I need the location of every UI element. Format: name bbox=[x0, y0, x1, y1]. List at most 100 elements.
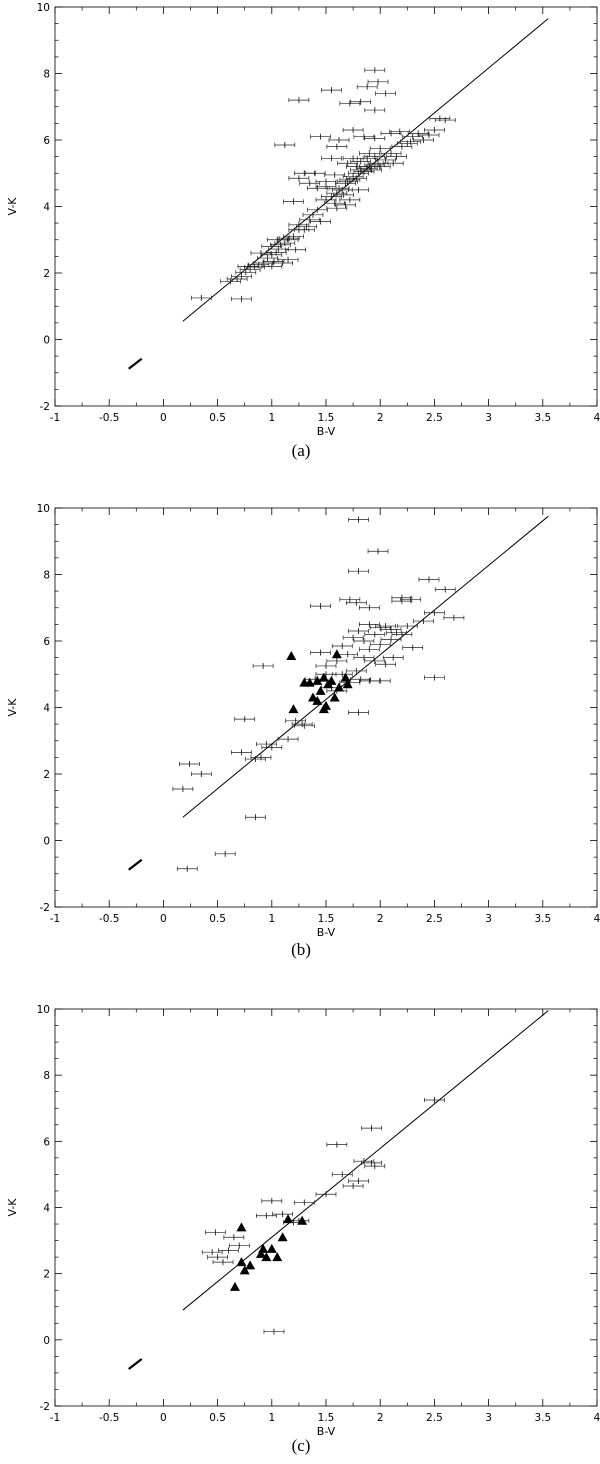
chart-panel-a: -1 -0.5 0 0.5 1 1.5 2 2.5 3 3.5 4 -2 0 2 4 6 8 10 B-V V-K (… bbox=[0, 0, 600, 465]
x-tick-label: 0 bbox=[160, 913, 167, 925]
x-tick-label: 0.5 bbox=[209, 412, 226, 424]
data-point bbox=[364, 135, 386, 142]
triangle-marker bbox=[255, 1248, 266, 1258]
y-tick-label: 8 bbox=[43, 1070, 50, 1082]
data-point bbox=[386, 153, 407, 160]
data-point bbox=[367, 548, 389, 555]
data-point bbox=[231, 295, 252, 302]
x-tick-label: 2 bbox=[377, 1412, 384, 1424]
data-point bbox=[413, 618, 434, 625]
data-point bbox=[380, 150, 402, 157]
x-tick-label: 0.5 bbox=[209, 1412, 226, 1424]
data-point bbox=[332, 191, 354, 198]
data-point bbox=[285, 717, 306, 724]
data-point bbox=[205, 1229, 226, 1236]
data-point bbox=[214, 850, 236, 857]
data-point bbox=[285, 246, 306, 253]
x-tick-label: 3.5 bbox=[534, 412, 551, 424]
x-axis-label: B-V bbox=[317, 1425, 336, 1438]
x-tick-label: 2 bbox=[377, 412, 384, 424]
y-axis-label: V-K bbox=[6, 698, 19, 717]
data-point bbox=[283, 233, 304, 240]
data-point bbox=[359, 621, 380, 628]
data-point bbox=[375, 90, 396, 97]
data-point bbox=[375, 623, 396, 630]
data-point bbox=[315, 178, 337, 185]
data-point bbox=[391, 598, 413, 605]
reddening-vector bbox=[128, 357, 143, 370]
data-point bbox=[310, 649, 331, 656]
y-tick-label: 0 bbox=[43, 1335, 50, 1347]
x-tick-label: 1.5 bbox=[318, 913, 335, 925]
data-point bbox=[348, 709, 369, 716]
data-point bbox=[315, 1191, 337, 1198]
data-point bbox=[364, 657, 386, 664]
y-tick-label: 4 bbox=[43, 703, 50, 715]
data-point bbox=[176, 865, 198, 872]
data-point bbox=[364, 107, 386, 114]
data-point bbox=[335, 201, 356, 208]
regression-line bbox=[182, 1010, 549, 1311]
reddening-vector bbox=[128, 1358, 143, 1370]
data-point bbox=[315, 671, 337, 678]
data-point bbox=[263, 1328, 285, 1335]
data-point bbox=[375, 661, 396, 668]
data-point bbox=[283, 198, 304, 205]
data-point bbox=[326, 205, 348, 212]
x-tick-label: 0.5 bbox=[209, 913, 226, 925]
data-point bbox=[277, 256, 299, 263]
data-point bbox=[179, 761, 200, 768]
plot-frame bbox=[54, 1008, 598, 1407]
data-point bbox=[342, 634, 364, 641]
data-point bbox=[331, 1171, 353, 1178]
data-point bbox=[302, 211, 324, 218]
data-point bbox=[190, 771, 212, 777]
data-point bbox=[310, 218, 331, 225]
data-point bbox=[361, 1159, 382, 1166]
data-point bbox=[364, 153, 386, 160]
data-point bbox=[296, 223, 317, 230]
data-point bbox=[277, 236, 299, 243]
data-point bbox=[424, 127, 445, 134]
data-point bbox=[239, 266, 261, 273]
data-point bbox=[331, 642, 353, 649]
data-point bbox=[434, 586, 456, 593]
data-point bbox=[396, 623, 418, 630]
x-tick-label: 3 bbox=[485, 412, 492, 424]
data-point bbox=[348, 170, 369, 177]
y-tick-label: 0 bbox=[43, 836, 50, 848]
scatter-plot-b: -1 -0.5 0 0.5 1 1.5 2 2.5 3 3.5 4 -2 0 2 4 6 8 10 B-V V-K bbox=[6, 503, 600, 938]
x-tick-label: 1 bbox=[268, 412, 275, 424]
data-point bbox=[342, 127, 364, 134]
data-point bbox=[274, 240, 296, 247]
data-point bbox=[293, 722, 315, 729]
data-point bbox=[291, 721, 313, 728]
triangle-marker bbox=[297, 1215, 308, 1225]
data-point bbox=[369, 624, 391, 631]
plot-frame bbox=[54, 6, 598, 407]
data-point bbox=[326, 657, 348, 664]
y-tick-label: 4 bbox=[43, 202, 50, 214]
data-point bbox=[339, 100, 361, 107]
triangle-marker bbox=[245, 1260, 256, 1270]
data-point bbox=[310, 133, 331, 140]
y-tick-label: 2 bbox=[43, 268, 50, 280]
regression-line bbox=[182, 515, 549, 818]
panel-caption-c: (c) bbox=[291, 1436, 311, 1455]
triangle-marker bbox=[283, 1214, 294, 1224]
triangle-marker bbox=[261, 1252, 272, 1262]
data-point bbox=[293, 1199, 315, 1206]
data-point bbox=[348, 186, 369, 193]
data-point bbox=[400, 596, 421, 603]
triangle-marker bbox=[318, 704, 329, 714]
data-point bbox=[261, 263, 283, 270]
triangle-marker bbox=[323, 679, 334, 689]
data-point bbox=[346, 163, 367, 170]
data-point bbox=[256, 741, 277, 748]
data-point bbox=[265, 249, 287, 256]
y-tick-label: 8 bbox=[43, 69, 50, 81]
y-axis-label: V-K bbox=[6, 197, 19, 216]
y-tick-label: 8 bbox=[43, 570, 50, 582]
data-point bbox=[348, 516, 369, 523]
triangle-marker bbox=[288, 704, 299, 714]
